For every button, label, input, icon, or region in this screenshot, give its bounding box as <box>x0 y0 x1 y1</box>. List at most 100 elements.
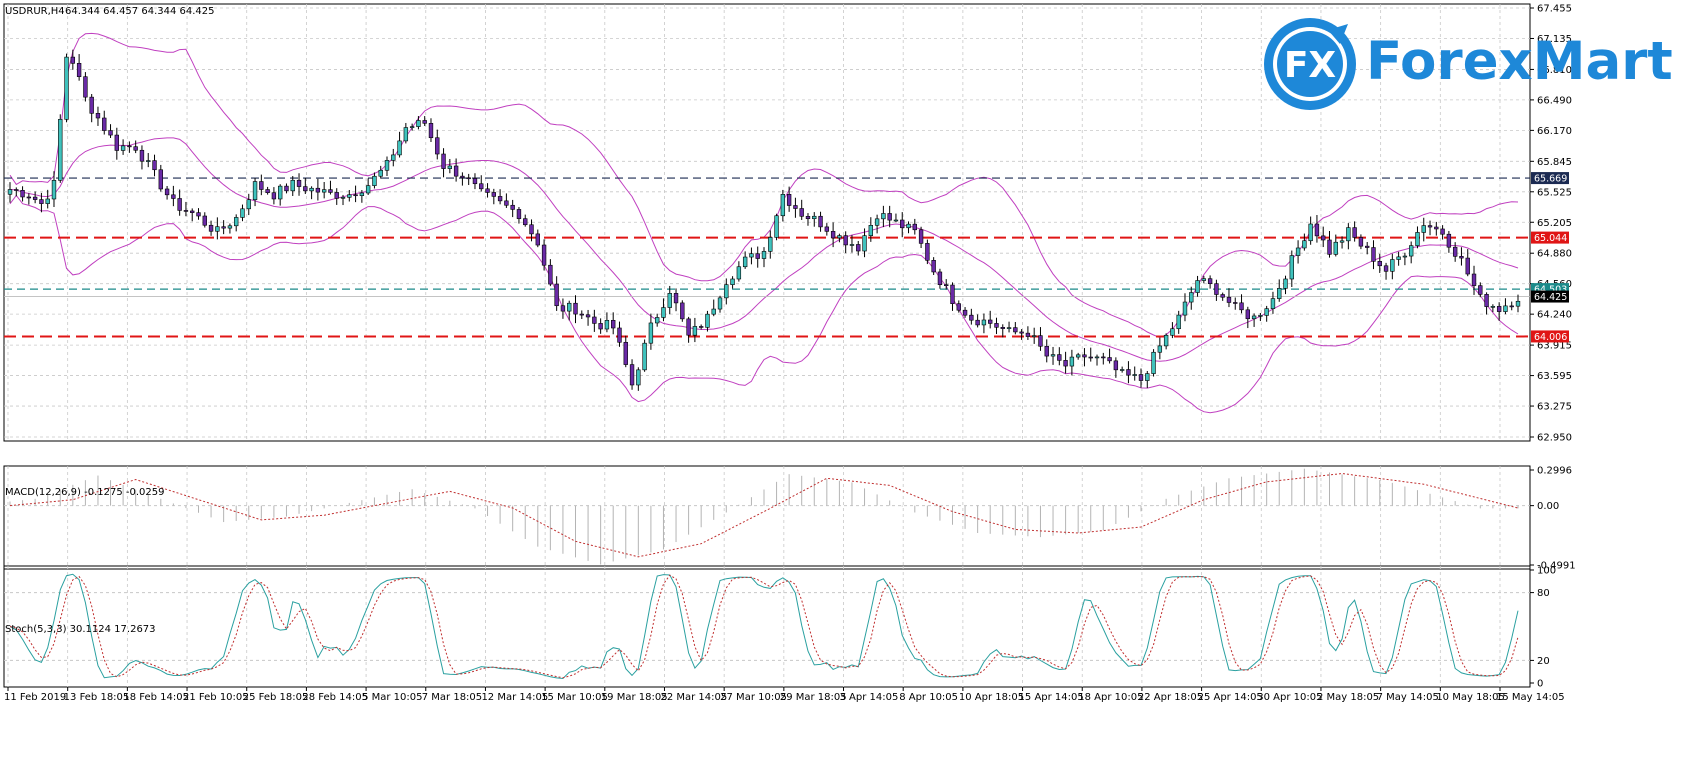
bullish-candle <box>1094 356 1100 359</box>
bearish-candle <box>623 341 628 365</box>
bearish-candle <box>1377 261 1382 267</box>
bullish-candle <box>58 119 63 181</box>
bullish-candle <box>1346 227 1351 242</box>
level-price-tag-label: 64.503 <box>1534 285 1567 296</box>
bullish-candle <box>1069 356 1075 367</box>
bullish-candle <box>981 319 987 326</box>
price-tick-label: 64.880 <box>1537 249 1572 260</box>
bullish-candle <box>1195 280 1200 293</box>
price-tick-label: 67.135 <box>1537 34 1572 45</box>
bearish-candle <box>686 318 691 336</box>
bullish-candle <box>51 180 57 200</box>
bearish-candle <box>944 284 949 287</box>
bullish-candle <box>1264 308 1269 316</box>
bearish-candle <box>698 326 704 328</box>
bollinger-lower-band <box>9 194 1519 414</box>
bearish-candle <box>579 313 584 316</box>
bullish-candle <box>1258 315 1263 317</box>
time-tick-label: 29 Mar 18:05 <box>780 692 847 703</box>
bullish-candle <box>1151 351 1156 374</box>
bearish-candle <box>1138 374 1144 381</box>
time-tick-label: 22 Apr 18:05 <box>1138 692 1203 703</box>
bullish-candle <box>711 308 716 315</box>
bearish-candle <box>994 323 999 328</box>
bearish-candle <box>1044 345 1049 357</box>
bearish-candle <box>158 169 163 190</box>
bullish-candle <box>120 145 126 151</box>
bearish-candle <box>918 229 924 244</box>
bearish-candle <box>491 192 497 197</box>
bearish-candle <box>497 196 503 202</box>
bullish-candle <box>1402 255 1408 258</box>
bearish-candle <box>1226 296 1232 303</box>
bearish-candle <box>1471 273 1477 286</box>
bullish-candle <box>642 342 647 371</box>
bullish-candle <box>1163 334 1169 347</box>
bullish-candle <box>1308 223 1313 242</box>
price-tick-label: 67.455 <box>1537 4 1572 15</box>
bearish-candle <box>196 212 201 217</box>
bearish-candle <box>1057 354 1062 361</box>
bullish-candle <box>868 225 874 236</box>
price-tick-label: 66.170 <box>1537 126 1572 137</box>
bullish-candle <box>416 120 421 127</box>
time-tick-label: 3 Apr 14:05 <box>840 692 899 703</box>
bearish-candle <box>1101 356 1106 359</box>
horizontal-levels <box>4 177 1530 338</box>
candlesticks <box>7 49 1521 391</box>
bearish-candle <box>315 187 321 193</box>
bullish-candle <box>391 154 396 161</box>
bullish-candle <box>240 208 245 218</box>
bearish-candle <box>265 189 270 194</box>
time-tick-label: 2 May 18:05 <box>1317 692 1379 703</box>
bullish-candle <box>774 215 779 238</box>
bearish-candle <box>856 244 861 252</box>
bullish-candle <box>1119 369 1125 371</box>
bearish-candle <box>466 177 471 180</box>
bearish-candle <box>259 181 264 190</box>
bearish-candle <box>560 305 566 312</box>
stoch-d-line <box>9 574 1519 679</box>
bearish-candle <box>296 179 302 187</box>
forexmart-logo-icon: FX <box>1264 18 1356 110</box>
bullish-candle <box>277 185 283 200</box>
bearish-candle <box>190 210 195 213</box>
bearish-candle <box>14 189 19 191</box>
bearish-candle <box>1207 278 1213 284</box>
bearish-candle <box>1126 369 1131 376</box>
macd-tick-label: -0.4991 <box>1537 561 1576 572</box>
price-tick-label: 63.915 <box>1537 341 1572 352</box>
bearish-candle <box>937 271 943 286</box>
bearish-candle <box>39 199 44 204</box>
bearish-candle <box>673 293 679 304</box>
bullish-candle <box>1050 354 1056 357</box>
price-tick-label: 66.490 <box>1537 95 1572 106</box>
chart-grid <box>3 3 1531 688</box>
level-price-tag-label: 64.006 <box>1534 332 1567 343</box>
bullish-candle <box>862 235 867 252</box>
bearish-candle <box>1427 225 1433 228</box>
price-tick-label: 65.845 <box>1537 157 1572 168</box>
bullish-candle <box>1333 241 1338 255</box>
level-price-tag <box>1531 172 1569 185</box>
bullish-candle <box>1421 225 1426 233</box>
bullish-candle <box>661 307 666 318</box>
bearish-candle <box>303 186 308 192</box>
time-tick-label: 15 Mar 10:05 <box>541 692 608 703</box>
bearish-candle <box>26 196 32 199</box>
bullish-candle <box>347 194 352 198</box>
current-price-tag <box>1531 290 1569 303</box>
bearish-candle <box>133 146 138 151</box>
time-tick-label: 7 May 14:05 <box>1377 692 1439 703</box>
bullish-candle <box>837 235 842 239</box>
bearish-candle <box>108 130 113 136</box>
bullish-candle <box>1295 247 1301 256</box>
bullish-candle <box>409 126 415 128</box>
bearish-candle <box>221 226 226 229</box>
bullish-candle <box>768 237 773 252</box>
time-tick-label: 15 Apr 14:05 <box>1019 692 1084 703</box>
bearish-candle <box>611 319 616 329</box>
bearish-candle <box>912 223 917 231</box>
chart-axes: 67.455 67.135 66.810 66.490 66.170 65.845 65.5… <box>4 4 1576 704</box>
